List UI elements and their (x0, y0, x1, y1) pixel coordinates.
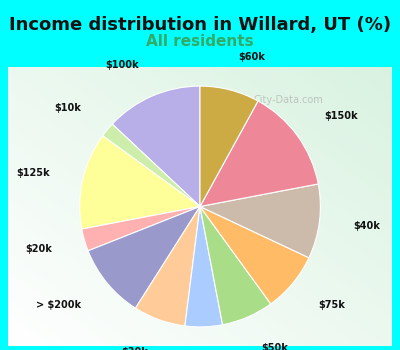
Text: $20k: $20k (25, 245, 52, 254)
Wedge shape (136, 206, 200, 326)
Text: > $200k: > $200k (36, 300, 81, 310)
Wedge shape (112, 86, 200, 206)
Text: $40k: $40k (353, 221, 380, 231)
Text: $50k: $50k (261, 343, 288, 350)
Text: Income distribution in Willard, UT (%): Income distribution in Willard, UT (%) (9, 16, 391, 34)
Text: $100k: $100k (105, 60, 139, 70)
Text: $150k: $150k (325, 111, 358, 121)
Wedge shape (80, 136, 200, 229)
Wedge shape (102, 124, 200, 206)
Text: $75k: $75k (319, 300, 346, 310)
Text: $10k: $10k (54, 103, 81, 113)
Text: $30k: $30k (121, 346, 148, 350)
Wedge shape (200, 206, 271, 325)
Wedge shape (200, 184, 320, 258)
Text: $125k: $125k (16, 168, 50, 178)
Wedge shape (200, 206, 309, 304)
Text: All residents: All residents (146, 34, 254, 49)
Wedge shape (200, 101, 318, 206)
Wedge shape (185, 206, 222, 327)
Wedge shape (200, 86, 258, 206)
Wedge shape (82, 206, 200, 251)
Text: City-Data.com: City-Data.com (254, 95, 323, 105)
Text: $60k: $60k (238, 52, 265, 62)
Wedge shape (88, 206, 200, 308)
